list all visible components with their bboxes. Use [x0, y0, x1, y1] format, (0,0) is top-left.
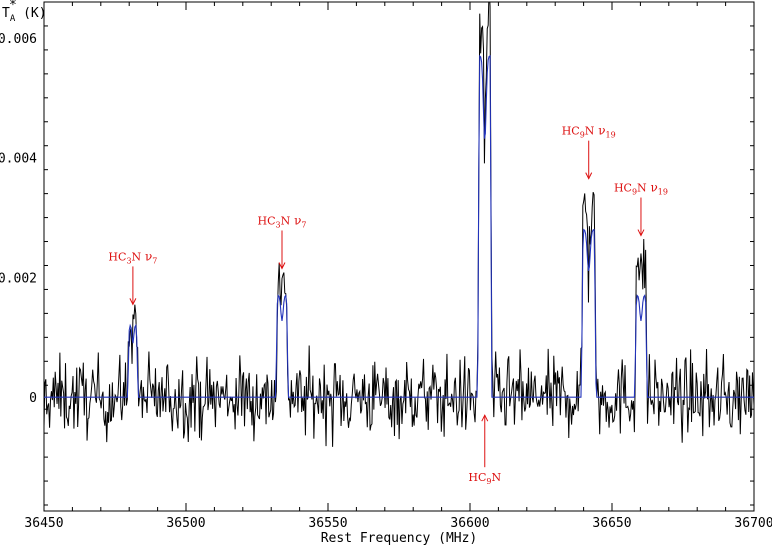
line-annotations: HC3N ν7 HC3N ν7 HC9N HC9N ν19 HC9N ν19 — [108, 124, 668, 487]
y-tick-label: 0.002 — [0, 271, 37, 286]
x-tick-label: 36450 — [24, 516, 63, 531]
y-axis-title-star: * — [9, 0, 17, 13]
model-fit-line — [44, 54, 754, 398]
series-layer — [44, 2, 754, 447]
annotation-arrowhead — [278, 262, 286, 270]
observed-spectrum-line — [44, 2, 754, 447]
annotation-arrowhead — [585, 172, 593, 180]
annotation-HC9N: HC9N — [468, 414, 502, 486]
annotation-label: HC3N ν7 — [108, 249, 157, 265]
x-tick-label: 36600 — [450, 516, 489, 531]
annotation-label: HC9N — [468, 471, 501, 486]
annotation-HC9N-v19: HC9N ν19 — [614, 181, 668, 237]
tick-labels: 36450 36500 36550 36600 36650 36700 0 0.002 0.00… — [0, 32, 772, 531]
annotation-arrowhead — [637, 229, 645, 237]
y-axis-title-sub: A — [10, 14, 16, 24]
annotation-label: HC9N ν19 — [562, 124, 616, 140]
y-axis-title-main: T — [2, 6, 10, 21]
annotation-arrowhead — [129, 298, 137, 306]
annotation-HC3N-v7: HC3N ν7 — [258, 213, 307, 270]
annotation-arrowhead — [481, 414, 489, 422]
x-tick-label: 36500 — [166, 516, 205, 531]
annotation-label: HC3N ν7 — [258, 213, 307, 229]
y-tick-label: 0.004 — [0, 152, 37, 167]
y-tick-label: 0.006 — [0, 32, 37, 47]
plot-frame — [43, 1, 755, 512]
x-tick-label: 36650 — [592, 516, 631, 531]
annotation-label: HC9N ν19 — [614, 181, 668, 197]
y-axis-title-unit: (K) — [15, 6, 46, 21]
axis-ticks — [43, 2, 755, 511]
annotation-HC3N-v7: HC3N ν7 — [108, 249, 157, 306]
x-tick-label: 36550 — [308, 516, 347, 531]
annotation-HC9N-v19: HC9N ν19 — [562, 124, 616, 180]
y-tick-label: 0 — [29, 391, 37, 406]
y-axis-title: TA (K) — [2, 6, 47, 24]
x-axis-title: Rest Frequency (MHz) — [321, 531, 478, 546]
x-tick-label: 36700 — [734, 516, 772, 531]
